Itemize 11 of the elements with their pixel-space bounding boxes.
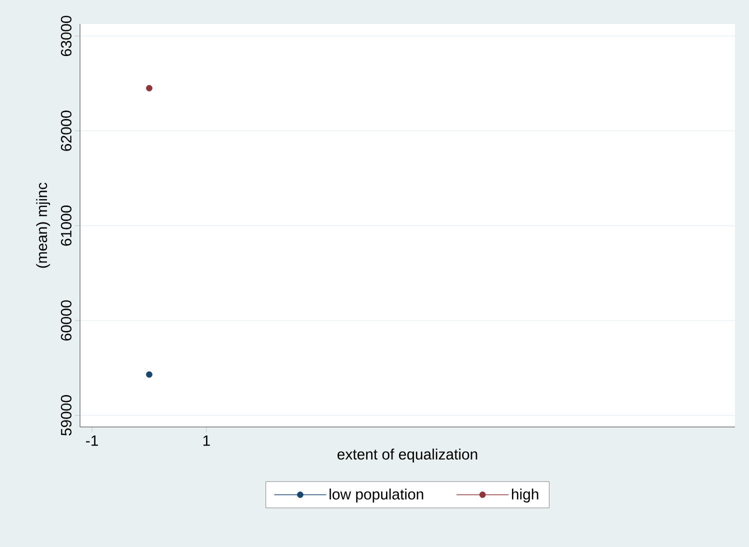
y-axis-title: (mean) mjinc <box>36 182 50 268</box>
legend-label: high <box>512 488 538 502</box>
y-tick-label: 63000 <box>60 16 72 56</box>
y-tick-label: 61000 <box>60 206 72 246</box>
y-tick-label: 62000 <box>60 110 72 151</box>
x-axis-title: extent of equalization <box>338 448 478 463</box>
x-tick-label: 1 <box>203 436 210 446</box>
legend-label: low population <box>330 488 424 502</box>
x-tick-label: -1 <box>86 436 98 446</box>
y-tick-label: 59000 <box>60 395 72 436</box>
y-tick-label: 60000 <box>60 300 72 341</box>
